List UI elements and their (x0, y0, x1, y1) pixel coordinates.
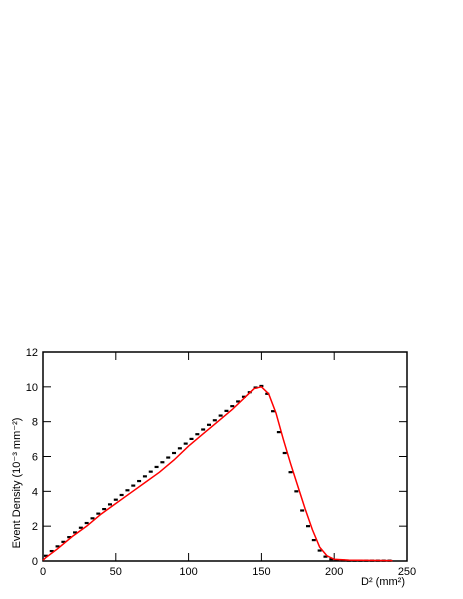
y-tick-label: 8 (32, 417, 38, 429)
y-tick-label: 4 (32, 486, 38, 498)
y-tick-label: 12 (26, 347, 38, 359)
y-axis-label: Event Density (10⁻³ mm⁻²) (11, 418, 23, 549)
y-tick-label: 6 (32, 452, 38, 464)
x-axis-label: D² (mm²) (361, 576, 405, 588)
plot-frame (42, 351, 408, 562)
x-tick-label: 150 (252, 566, 270, 578)
x-tick-label: 50 (110, 566, 122, 578)
x-tick-label: 250 (398, 566, 416, 578)
x-tick-label: 200 (325, 566, 343, 578)
data-line (42, 386, 393, 562)
x-tick-label: 0 (40, 566, 46, 578)
y-tick-label: 2 (32, 521, 38, 533)
x-tick-label: 100 (179, 566, 197, 578)
y-tick-label: 0 (32, 556, 38, 568)
y-tick-label: 10 (26, 382, 38, 394)
